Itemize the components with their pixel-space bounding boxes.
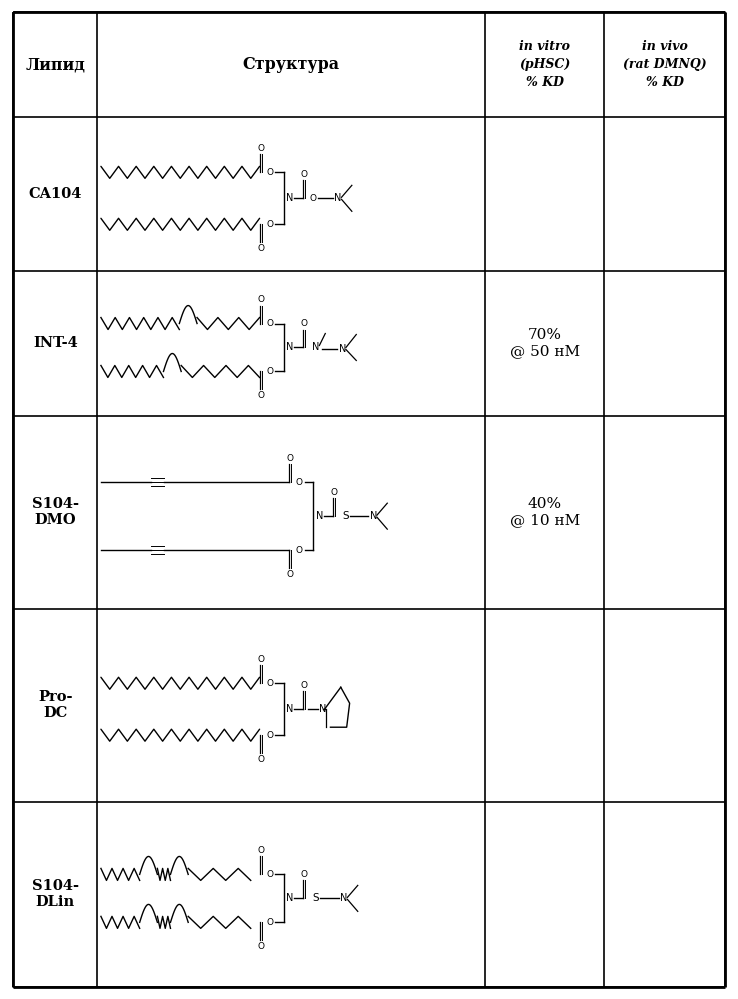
Text: N: N — [316, 511, 323, 521]
Text: O: O — [258, 244, 264, 253]
Text: S: S — [342, 511, 349, 521]
Text: O: O — [331, 488, 337, 497]
Text: O: O — [258, 391, 264, 400]
Text: O: O — [301, 870, 308, 879]
Text: in vitro
(pHSC)
% KD: in vitro (pHSC) % KD — [519, 40, 570, 89]
Text: N: N — [286, 194, 294, 204]
Text: O: O — [296, 478, 303, 487]
Text: O: O — [287, 569, 294, 578]
Text: O: O — [266, 367, 273, 376]
Text: O: O — [301, 319, 308, 328]
Text: O: O — [258, 654, 264, 663]
Text: N: N — [340, 893, 348, 903]
Text: O: O — [266, 319, 273, 328]
Text: O: O — [296, 545, 303, 554]
Text: N: N — [339, 345, 346, 355]
Text: INT-4: INT-4 — [33, 337, 77, 351]
Text: O: O — [266, 168, 273, 177]
Text: N: N — [312, 343, 320, 353]
Text: O: O — [266, 870, 273, 879]
Text: O: O — [258, 295, 264, 304]
Text: O: O — [258, 754, 264, 763]
Text: O: O — [266, 730, 273, 739]
Text: S104-
DLin: S104- DLin — [32, 879, 79, 909]
Text: Структура: Структура — [243, 56, 339, 73]
Text: Липид: Липид — [25, 56, 85, 73]
Text: in vivo
(rat DMNQ)
% KD: in vivo (rat DMNQ) % KD — [623, 40, 706, 89]
Text: 40%
@ 10 нМ: 40% @ 10 нМ — [510, 498, 580, 527]
Text: CA104: CA104 — [29, 188, 82, 202]
Text: S104-
DMO: S104- DMO — [32, 498, 79, 527]
Text: N: N — [286, 343, 294, 353]
Text: O: O — [266, 220, 273, 229]
Text: N: N — [286, 704, 294, 714]
Text: O: O — [258, 942, 264, 951]
Text: N: N — [319, 704, 326, 714]
Text: O: O — [258, 846, 264, 855]
Text: S: S — [313, 893, 320, 903]
Text: 70%
@ 50 нМ: 70% @ 50 нМ — [510, 329, 580, 359]
Text: O: O — [287, 454, 294, 463]
Text: O: O — [309, 194, 316, 203]
Text: N: N — [286, 893, 294, 903]
Text: N: N — [370, 511, 377, 521]
Text: O: O — [301, 170, 308, 179]
Text: O: O — [266, 678, 273, 687]
Text: N: N — [334, 194, 342, 204]
Text: O: O — [258, 144, 264, 153]
Text: O: O — [266, 918, 273, 927]
Text: Pro-
DC: Pro- DC — [38, 690, 72, 720]
Text: O: O — [301, 680, 308, 689]
